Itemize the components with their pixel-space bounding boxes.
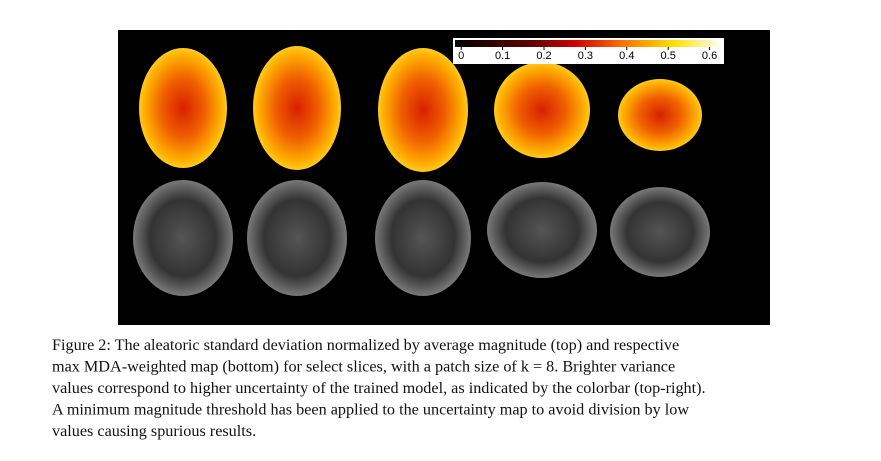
brain-slice (378, 48, 468, 172)
brain-slice (133, 180, 233, 296)
colorbar (455, 40, 722, 47)
mda-maps (133, 180, 710, 296)
tick-label: 0.6 (702, 50, 717, 62)
tick-label: 0.4 (619, 50, 634, 62)
brain-slice (247, 180, 347, 296)
brain-slice (494, 62, 590, 158)
caption-line: max MDA-weighted map (bottom) for select… (52, 358, 675, 376)
brain-slice (610, 187, 710, 277)
tick-label: 0.3 (578, 50, 593, 62)
brain-slice (375, 180, 471, 296)
caption-line: Figure 2: The aleatoric standard deviati… (52, 336, 679, 354)
tick-label: 0.1 (495, 50, 510, 62)
brain-slice (139, 48, 227, 168)
caption: Figure 2: The aleatoric standard deviati… (52, 336, 706, 440)
caption-line: values causing spurious results. (52, 422, 256, 440)
brain-slice (487, 182, 597, 278)
brain-slice (253, 46, 341, 170)
uncertainty-maps (139, 46, 702, 172)
caption-line: values correspond to higher uncertainty … (52, 379, 706, 397)
colorbar-ticks: 0 0.1 0.2 0.3 0.4 0.5 0.6 (458, 47, 717, 62)
brain-slice (618, 79, 702, 151)
tick-label: 0.2 (536, 50, 551, 62)
caption-line: A minimum magnitude threshold has been a… (52, 401, 689, 419)
tick-label: 0.5 (661, 50, 676, 62)
tick-label: 0 (458, 50, 464, 62)
